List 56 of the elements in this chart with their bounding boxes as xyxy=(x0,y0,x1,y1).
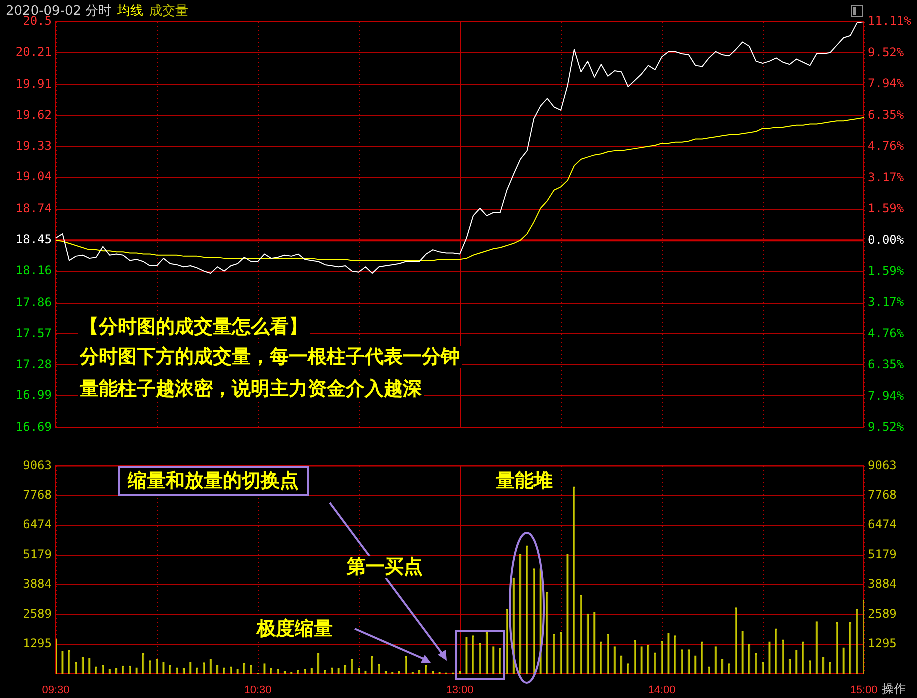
y2-tick-label: 2589 xyxy=(868,606,897,621)
y-tick-label: 18.74 xyxy=(16,202,52,216)
y2-tick-label: 6.35% xyxy=(868,108,905,122)
y2-tick-label: 1.59% xyxy=(868,201,905,216)
x-tick-label: 10:30 xyxy=(244,684,272,697)
y-tick-label: 18.16 xyxy=(16,263,52,278)
y-tick-label: 19.33 xyxy=(16,138,52,153)
text: 均线 xyxy=(118,4,144,19)
y2-tick-label: 9063 xyxy=(868,458,897,472)
y2-tick-label: 4.76% xyxy=(868,139,905,154)
y2-tick-label: 7.94% xyxy=(868,389,905,404)
y-tick-label: 16.69 xyxy=(16,420,52,434)
y2-tick-label: 5179 xyxy=(868,547,897,562)
y2-tick-label: 6.35% xyxy=(868,358,905,372)
annotation: 第一买点 xyxy=(345,556,425,578)
x-tick-label: 15:00 xyxy=(850,684,878,697)
y2-tick-label: 1.59% xyxy=(868,264,905,278)
y2-tick-label: 7.94% xyxy=(868,76,905,91)
y-tick-label: 16.99 xyxy=(16,388,52,402)
y-tick-label: 18.45 xyxy=(16,232,52,247)
y-tick-label: 19.62 xyxy=(16,108,52,122)
annotation: 极度缩量 xyxy=(255,618,335,640)
x-tick-label: 13:00 xyxy=(446,684,474,697)
y2-tick-label: 0.00% xyxy=(868,232,905,247)
y2-tick-label: 9.52% xyxy=(868,45,905,60)
y-tick-label: 1295 xyxy=(23,636,52,650)
y2-tick-label: 3884 xyxy=(868,577,897,592)
y-tick-label: 19.04 xyxy=(16,170,52,184)
text: 操作 xyxy=(882,682,906,696)
y-tick-label: 5179 xyxy=(23,547,52,562)
y-tick-label: 3884 xyxy=(23,577,52,592)
y-tick-label: 20.21 xyxy=(16,45,52,60)
y2-tick-label: 6474 xyxy=(868,518,897,532)
annotation: 量能柱子越浓密，说明主力资金介入越深 xyxy=(78,378,424,400)
y2-tick-label: 7768 xyxy=(868,488,897,502)
y-tick-label: 7768 xyxy=(23,488,52,502)
y-tick-label: 17.28 xyxy=(16,357,52,372)
y2-tick-label: 3.17% xyxy=(868,295,905,310)
x-tick-label: 09:30 xyxy=(42,684,70,697)
y2-tick-label: 1295 xyxy=(868,636,897,650)
y-tick-label: 6474 xyxy=(23,518,52,532)
y-tick-label: 17.57 xyxy=(16,326,52,340)
y2-tick-label: 9.52% xyxy=(868,420,905,434)
y-tick-label: 2589 xyxy=(23,606,52,621)
annotation: 量能堆 xyxy=(494,470,555,492)
annotation: 分时图下方的成交量，每一根柱子代表一分钟 xyxy=(78,346,462,368)
y-tick-label: 19.91 xyxy=(16,76,52,91)
y2-tick-label: 11.11% xyxy=(868,14,912,28)
text: 成交量 xyxy=(150,4,189,19)
y2-tick-label: 3.17% xyxy=(868,170,905,184)
annotation: 缩量和放量的切换点 xyxy=(118,466,309,496)
y-tick-label: 17.86 xyxy=(16,295,52,310)
y2-tick-label: 4.76% xyxy=(868,326,905,340)
y-tick-label: 9063 xyxy=(23,458,52,472)
x-tick-label: 14:00 xyxy=(648,684,676,697)
annotation: 【分时图的成交量怎么看】 xyxy=(78,316,310,338)
